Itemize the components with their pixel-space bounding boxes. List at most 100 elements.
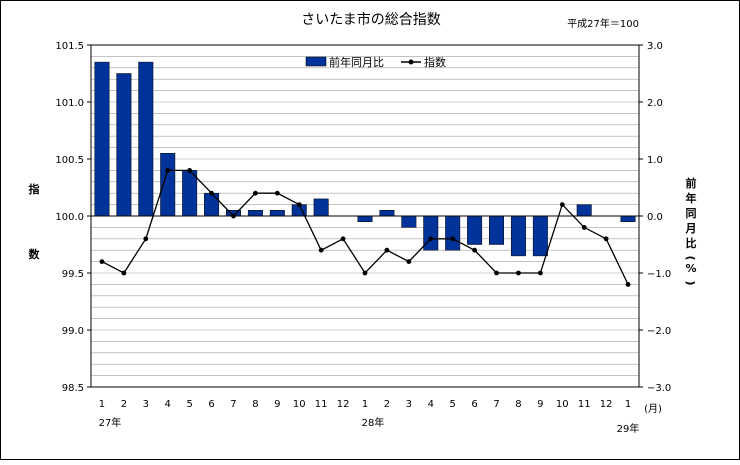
- left-tick-label: 99.5: [62, 269, 84, 280]
- index-point: [603, 236, 609, 242]
- index-point: [231, 213, 236, 219]
- x-tick-label: 7: [230, 399, 236, 410]
- right-axis-label-char: 同: [686, 207, 697, 220]
- right-axis-label-char: 比: [686, 236, 697, 250]
- legend-line-label: 指数: [424, 55, 446, 69]
- x-tick-label: 12: [337, 399, 350, 410]
- x-tick-label: 6: [208, 399, 214, 410]
- index-point: [537, 270, 543, 276]
- index-point: [384, 247, 390, 253]
- x-tick-label: 5: [449, 399, 455, 410]
- index-point: [362, 270, 368, 276]
- left-axis-ticks: 98.5 99.0 99.5 100.0 100.5 101.0 101.5: [55, 41, 91, 394]
- index-point: [472, 247, 477, 253]
- bar: [247, 210, 263, 217]
- index-point: [516, 270, 521, 276]
- index-point: [581, 225, 587, 230]
- left-tick-label: 101.5: [55, 41, 84, 52]
- index-point: [494, 270, 499, 276]
- x-tick-label: 12: [600, 399, 613, 410]
- right-axis-label-char: %: [685, 262, 696, 275]
- bar: [401, 215, 417, 228]
- year-label: 28年: [362, 416, 385, 429]
- left-tick-label: 101.0: [55, 98, 84, 109]
- legend-bar-label: 前年同月比: [329, 55, 384, 69]
- bar: [204, 192, 220, 217]
- x-tick-label: 9: [274, 399, 280, 410]
- bar: [313, 198, 329, 217]
- x-tick-label: 2: [121, 399, 127, 410]
- x-tick-label: 3: [143, 399, 149, 410]
- index-point: [559, 202, 565, 208]
- x-tick-label: 9: [537, 399, 543, 410]
- x-tick-label: 5: [186, 399, 192, 410]
- x-tick-label: 1: [625, 399, 631, 410]
- right-axis-label-char: 前: [686, 176, 697, 190]
- left-axis-label: 指数: [29, 182, 41, 261]
- index-point: [143, 236, 149, 242]
- left-tick-label: 100.5: [55, 155, 84, 166]
- right-tick-label: 3.0: [647, 41, 663, 52]
- index-point: [99, 259, 105, 264]
- bar: [423, 215, 439, 251]
- bar: [138, 61, 154, 217]
- x-tick-label: 11: [315, 399, 328, 410]
- x-unit-label: (月): [644, 403, 662, 415]
- bar: [445, 215, 461, 251]
- year-labels: 27年 28年 29年: [99, 416, 640, 435]
- right-tick-label: 1.0: [647, 155, 663, 166]
- bar-series: [94, 61, 636, 257]
- right-tick-label: −3.0: [647, 383, 671, 394]
- bar: [576, 204, 592, 217]
- index-point: [253, 190, 258, 196]
- x-tick-label: 7: [493, 399, 499, 410]
- index-point: [450, 236, 456, 242]
- x-tick-label: 1: [362, 399, 368, 410]
- right-tick-label: −1.0: [647, 269, 671, 280]
- bar: [532, 215, 548, 257]
- index-point: [625, 282, 631, 287]
- legend-line-marker: [408, 59, 414, 65]
- year-label: 29年: [617, 422, 640, 435]
- x-tick-label: 3: [406, 399, 412, 410]
- chart-title: さいたま市の総合指数: [301, 11, 441, 28]
- index-point: [406, 259, 412, 264]
- x-tick-label: 8: [252, 399, 258, 410]
- right-axis-label-char: 年: [686, 191, 697, 205]
- year-label: 27年: [99, 416, 122, 429]
- right-axis-label-char: ): [684, 280, 697, 285]
- index-point: [428, 236, 434, 242]
- bar: [94, 61, 110, 217]
- bar: [620, 215, 636, 222]
- x-tick-label: 6: [471, 399, 477, 410]
- legend-bar-swatch: [305, 56, 327, 67]
- index-point: [296, 202, 302, 208]
- left-tick-label: 99.0: [62, 326, 84, 337]
- right-tick-label: 2.0: [647, 98, 663, 109]
- right-tick-label: 0.0: [647, 212, 663, 223]
- right-tick-label: −2.0: [647, 326, 671, 337]
- index-point: [340, 236, 346, 242]
- x-tick-label: 11: [578, 399, 591, 410]
- bar: [489, 215, 505, 245]
- x-tick-label: 8: [515, 399, 521, 410]
- index-point: [187, 168, 193, 173]
- index-point: [121, 270, 127, 276]
- bar: [357, 215, 373, 222]
- index-point: [274, 190, 280, 196]
- index-point: [165, 168, 171, 173]
- index-point: [318, 247, 324, 253]
- index-point: [209, 190, 214, 196]
- x-tick-label: 1: [99, 399, 105, 410]
- bar: [510, 215, 526, 257]
- left-tick-label: 98.5: [62, 383, 84, 394]
- x-tick-label: 4: [428, 399, 434, 410]
- bar: [116, 73, 132, 217]
- bar: [467, 215, 483, 245]
- bar: [379, 210, 395, 217]
- x-tick-label: 10: [293, 399, 306, 410]
- x-tick-label: 10: [556, 399, 569, 410]
- left-axis-label-char: 指: [29, 182, 40, 196]
- right-axis-ticks: −3.0 −2.0 −1.0 0.0 1.0 2.0 3.0: [639, 41, 671, 394]
